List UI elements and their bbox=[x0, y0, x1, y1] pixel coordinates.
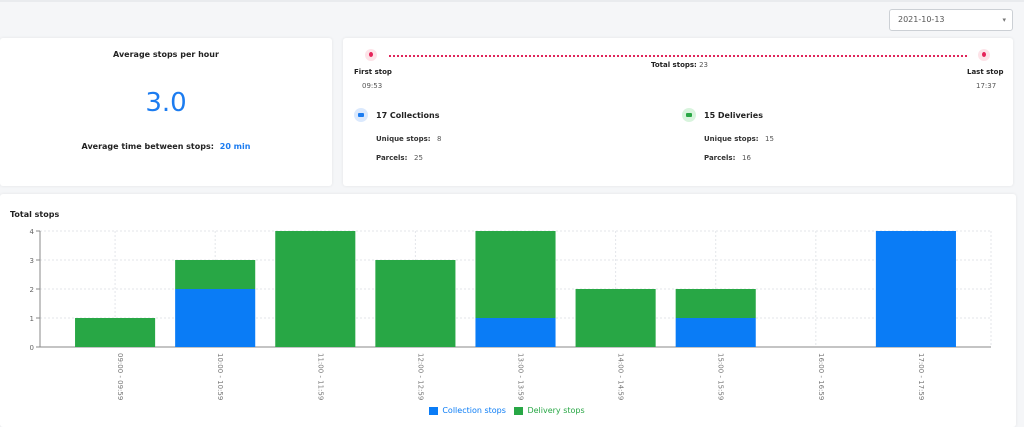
average-time-between-stops: Average time between stops: 20 min bbox=[0, 142, 332, 151]
collections-parcels-label: Parcels: bbox=[376, 154, 408, 162]
route-summary-card bbox=[343, 38, 1013, 186]
chart-legend: Collection stops Delivery stops bbox=[0, 406, 1016, 415]
y-tick-label: 0 bbox=[30, 344, 34, 352]
deliveries-unique-stops-value: 15 bbox=[765, 135, 774, 143]
last-stop-pin-icon bbox=[978, 49, 990, 61]
legend-swatch-delivery bbox=[514, 406, 524, 415]
x-tick-label: 17:00 - 17:59 bbox=[917, 353, 925, 400]
deliveries-parcels-value: 16 bbox=[742, 154, 751, 162]
collection-truck-icon bbox=[354, 108, 368, 122]
bar-collection bbox=[675, 318, 756, 347]
bar-delivery bbox=[575, 289, 656, 347]
bar-delivery bbox=[275, 231, 356, 347]
average-stops-card: Average stops per hour 3.0 Average time … bbox=[0, 38, 332, 186]
y-tick-label: 2 bbox=[30, 286, 34, 294]
average-time-label: Average time between stops: bbox=[81, 142, 214, 151]
collections-unique-stops-label: Unique stops: bbox=[376, 135, 431, 143]
x-tick-label: 09:00 - 09:59 bbox=[116, 353, 124, 400]
bar-delivery bbox=[475, 231, 556, 318]
deliveries-title: 15 Deliveries bbox=[704, 111, 763, 120]
first-stop-pin-icon bbox=[365, 49, 377, 61]
average-time-value: 20 min bbox=[219, 142, 251, 151]
route-line bbox=[389, 55, 967, 57]
bar-collection bbox=[175, 289, 256, 347]
x-tick-label: 11:00 - 11:59 bbox=[316, 353, 324, 400]
x-tick-label: 13:00 - 13:59 bbox=[517, 353, 525, 400]
y-tick-label: 1 bbox=[30, 315, 34, 323]
x-tick-label: 10:00 - 10:59 bbox=[216, 353, 224, 400]
collections-title: 17 Collections bbox=[376, 111, 440, 120]
average-stops-value: 3.0 bbox=[145, 88, 187, 118]
date-select-value: 2021-10-13 bbox=[898, 15, 945, 24]
legend-swatch-collection bbox=[429, 406, 439, 415]
average-stops-title: Average stops per hour bbox=[113, 50, 219, 59]
y-tick-label: 3 bbox=[30, 257, 34, 265]
x-tick-label: 12:00 - 12:59 bbox=[416, 353, 424, 400]
chevron-down-icon: ▾ bbox=[1002, 16, 1006, 24]
total-stops: Total stops: 23 bbox=[651, 61, 708, 69]
bar-delivery bbox=[375, 260, 456, 347]
bar-delivery bbox=[75, 318, 156, 347]
last-stop-time: 17:37 bbox=[976, 82, 997, 90]
collections-parcels-value: 25 bbox=[414, 154, 423, 162]
x-tick-label: 16:00 - 16:59 bbox=[817, 353, 825, 400]
total-stops-value: 23 bbox=[699, 61, 709, 69]
chart-title: Total stops bbox=[10, 210, 60, 219]
total-stops-label: Total stops: bbox=[651, 61, 697, 69]
deliveries-unique-stops-label: Unique stops: bbox=[704, 135, 759, 143]
y-tick-label: 4 bbox=[30, 228, 35, 236]
first-stop-time: 09:53 bbox=[362, 82, 383, 90]
x-tick-label: 15:00 - 15:59 bbox=[717, 353, 725, 400]
bar-collection bbox=[875, 231, 956, 347]
legend-label-delivery[interactable]: Delivery stops bbox=[527, 406, 585, 415]
top-border bbox=[0, 0, 1024, 2]
collections-unique-stops-value: 8 bbox=[437, 135, 442, 143]
total-stops-chart: 0 1 2 3 4 09:00 - 09:59 10:00 - 10:59 11:00 - 1… bbox=[30, 228, 992, 400]
date-select[interactable]: 2021-10-13 ▾ bbox=[889, 9, 1013, 31]
x-tick-label: 14:00 - 14:59 bbox=[617, 353, 625, 400]
bar-collection bbox=[475, 318, 556, 347]
delivery-truck-icon bbox=[682, 108, 696, 122]
bar-delivery bbox=[675, 289, 756, 318]
legend-label-collection[interactable]: Collection stops bbox=[442, 406, 506, 415]
deliveries-parcels-label: Parcels: bbox=[704, 154, 736, 162]
first-stop-label: First stop bbox=[354, 68, 392, 76]
last-stop-label: Last stop bbox=[967, 68, 1004, 76]
bar-delivery bbox=[175, 260, 256, 289]
